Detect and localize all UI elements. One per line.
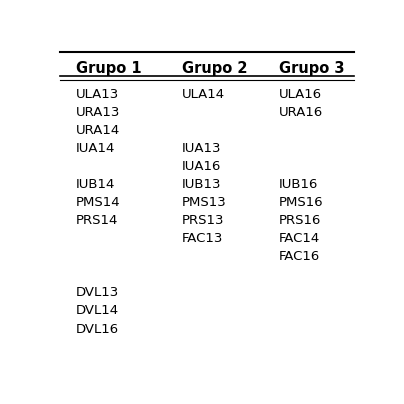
Text: Grupo 3: Grupo 3 bbox=[279, 61, 345, 76]
Text: IUB14: IUB14 bbox=[76, 178, 115, 191]
Text: Grupo 1: Grupo 1 bbox=[76, 61, 141, 76]
Text: IUB13: IUB13 bbox=[182, 178, 221, 191]
Text: DVL16: DVL16 bbox=[76, 322, 119, 336]
Text: Grupo 2: Grupo 2 bbox=[182, 61, 248, 76]
Text: PMS14: PMS14 bbox=[76, 196, 120, 209]
Text: IUA14: IUA14 bbox=[76, 142, 115, 155]
Text: ULA13: ULA13 bbox=[76, 88, 119, 101]
Text: ULA14: ULA14 bbox=[182, 88, 225, 101]
Text: IUA13: IUA13 bbox=[182, 142, 221, 155]
Text: IUB16: IUB16 bbox=[279, 178, 318, 191]
Text: DVL14: DVL14 bbox=[76, 305, 119, 318]
Text: PMS16: PMS16 bbox=[279, 196, 324, 209]
Text: PRS16: PRS16 bbox=[279, 214, 322, 227]
Text: ULA16: ULA16 bbox=[279, 88, 322, 101]
Text: URA13: URA13 bbox=[76, 106, 120, 119]
Text: PRS13: PRS13 bbox=[182, 214, 225, 227]
Text: URA16: URA16 bbox=[279, 106, 323, 119]
Text: PRS14: PRS14 bbox=[76, 214, 118, 227]
Text: DVL13: DVL13 bbox=[76, 286, 119, 299]
Text: PMS13: PMS13 bbox=[182, 196, 227, 209]
Text: FAC13: FAC13 bbox=[182, 232, 223, 245]
Text: URA14: URA14 bbox=[76, 124, 120, 137]
Text: FAC14: FAC14 bbox=[279, 232, 320, 245]
Text: IUA16: IUA16 bbox=[182, 160, 221, 173]
Text: FAC16: FAC16 bbox=[279, 250, 320, 263]
